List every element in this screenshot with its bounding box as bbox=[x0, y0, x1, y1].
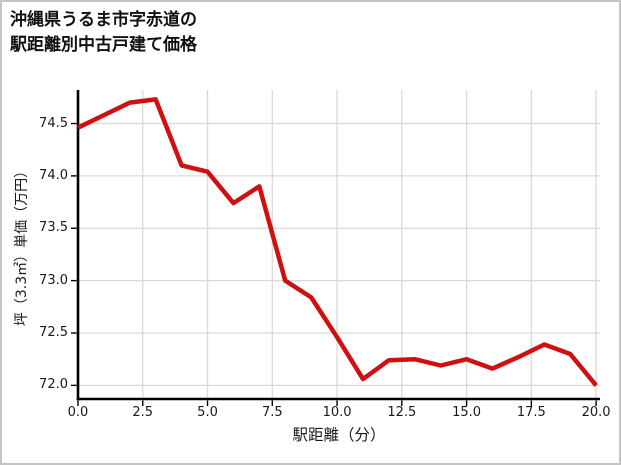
chart-title: 沖縄県うるま市字赤道の 駅距離別中古戸建て価格 bbox=[10, 8, 197, 58]
chart-title-line-1: 沖縄県うるま市字赤道の bbox=[10, 10, 197, 30]
price-data-line bbox=[77, 97, 598, 387]
chart-title-line-2: 駅距離別中古戸建て価格 bbox=[10, 35, 197, 55]
